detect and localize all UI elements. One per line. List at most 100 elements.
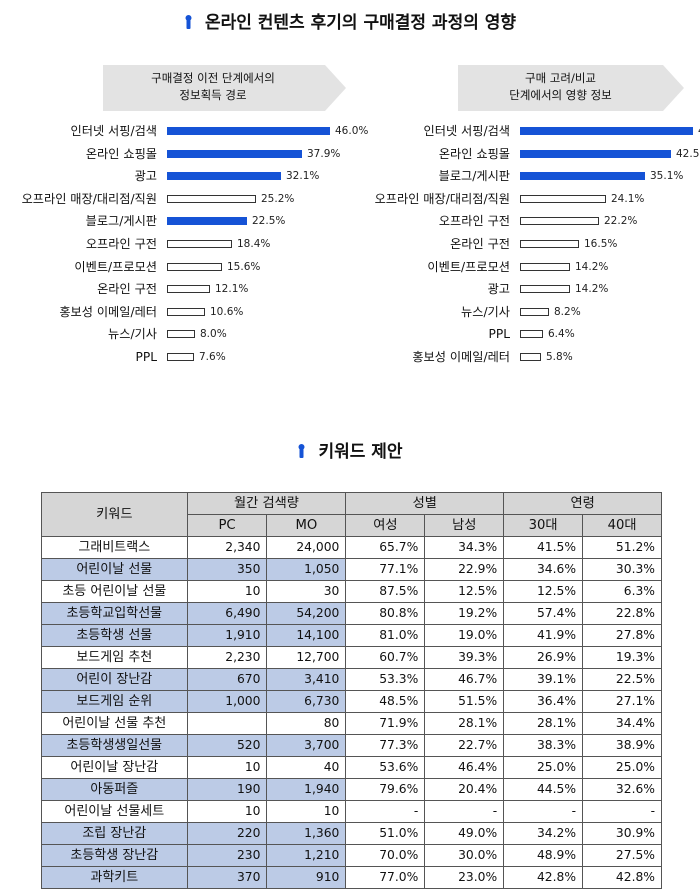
mo-cell: 10 bbox=[266, 800, 347, 823]
keyword-cell: 초등학교입학선물 bbox=[41, 602, 188, 625]
chart-row: 오프라인 구전 22.2% bbox=[353, 210, 683, 232]
mo-cell: 24,000 bbox=[266, 536, 347, 559]
right-heading-line2: 단계에서의 영향 정보 bbox=[509, 88, 612, 102]
pc-cell: 2,340 bbox=[186, 536, 268, 559]
bar bbox=[520, 307, 549, 316]
male-cell: 51.5% bbox=[424, 690, 505, 713]
section-title-text: 온라인 컨텐츠 후기의 구매결정 과정의 영향 bbox=[204, 13, 517, 33]
male-cell: - bbox=[424, 800, 505, 823]
right-panel-heading: 구매 고려/비교 단계에서의 영향 정보 bbox=[458, 65, 700, 111]
bar-value-label: 46.0% bbox=[335, 125, 369, 137]
bar bbox=[167, 172, 281, 181]
bar bbox=[520, 330, 543, 339]
bar-label: 블로그/게시판 bbox=[438, 169, 510, 184]
age30-cell: 26.9% bbox=[503, 646, 584, 669]
left-heading-line2: 정보획득 경로 bbox=[179, 88, 247, 102]
bar bbox=[167, 194, 256, 203]
bar bbox=[520, 262, 570, 271]
age40-cell: 6.3% bbox=[582, 580, 662, 603]
mo-cell: 3,700 bbox=[266, 734, 347, 757]
table-row: 그래비트랙스 2,340 24,000 65.7% 34.3% 41.5% 51.2% bbox=[41, 536, 662, 559]
bar-label: 광고 bbox=[487, 282, 510, 297]
keyword-cell: 어린이날 장난감 bbox=[41, 756, 188, 779]
age40-cell: 42.8% bbox=[582, 866, 662, 889]
pc-cell bbox=[186, 712, 268, 735]
age40-cell: 51.2% bbox=[582, 536, 662, 559]
bar-label: 온라인 쇼핑몰 bbox=[438, 146, 510, 161]
age30-cell: 39.1% bbox=[503, 668, 584, 691]
bar-value-label: 22.5% bbox=[252, 215, 286, 228]
age40-cell: 30.9% bbox=[582, 822, 662, 845]
table-row: 어린이날 선물세트 10 10- - - - bbox=[41, 800, 662, 823]
female-cell: 51.0% bbox=[345, 822, 426, 845]
mo-cell: 80 bbox=[266, 712, 347, 735]
table-row: 초등학생 선물 1,910 14,100 81.0% 19.0% 41.9% 27.8% bbox=[41, 624, 662, 647]
bar bbox=[520, 127, 693, 135]
bar-value-label: 42.5% bbox=[676, 147, 700, 160]
keyword-cell: 초등 어린이날 선물 bbox=[41, 580, 188, 603]
bar-value-label: 8.0% bbox=[200, 328, 227, 341]
chart-row: 광고 32.1% bbox=[0, 165, 330, 187]
table-row: 보드게임 추천 2,230 12,700 60.7% 39.3% 26.9% 19.3% bbox=[41, 646, 662, 669]
keyword-cell: 그래비트랙스 bbox=[41, 536, 188, 559]
chart-row: 온라인 쇼핑몰 37.9% bbox=[0, 143, 341, 165]
male-cell: 34.3% bbox=[424, 536, 505, 559]
header-30s: 30대 bbox=[503, 514, 584, 537]
keyword-cell: 어린이날 선물 bbox=[41, 558, 188, 581]
female-cell: 77.1% bbox=[345, 558, 426, 581]
female-cell: 81.0% bbox=[345, 624, 426, 647]
keyword-cell: 조립 장난감 bbox=[41, 822, 188, 845]
bar-label: PPL bbox=[488, 327, 511, 342]
chart-row: PPL 6.4% bbox=[353, 323, 683, 345]
pc-cell: 1,910 bbox=[186, 624, 268, 647]
chart-row: 온라인 쇼핑몰 42.5% bbox=[353, 143, 700, 165]
chart-row: 뉴스/기사 8.0% bbox=[0, 323, 330, 345]
header-pc: PC bbox=[186, 514, 268, 537]
age40-cell: 22.8% bbox=[582, 602, 662, 625]
male-cell: 46.7% bbox=[424, 668, 505, 691]
age40-cell: 34.4% bbox=[582, 712, 662, 735]
male-cell: 30.0% bbox=[424, 844, 505, 867]
table-row: 보드게임 순위 1,000 6,730 48.5% 51.5% 36.4% 27.1% bbox=[41, 690, 662, 713]
bar-label: 광고 bbox=[134, 169, 157, 184]
keyword-cell: 초등학생 장난감 bbox=[41, 844, 188, 867]
age30-cell: 41.9% bbox=[503, 624, 584, 647]
keyword-table: 키워드 월간 검색량 성별 연령 PC MO 여성 남성 30대 40대 그래비… bbox=[41, 492, 662, 889]
bar-label: 이벤트/프로모션 bbox=[74, 259, 157, 274]
mo-cell: 910 bbox=[266, 866, 347, 889]
pc-cell: 230 bbox=[186, 844, 268, 867]
bar bbox=[167, 353, 194, 361]
keyword-cell: 보드게임 순위 bbox=[41, 690, 188, 713]
bar bbox=[520, 285, 570, 294]
bar-label: 온라인 쇼핑몰 bbox=[85, 146, 157, 161]
age40-cell: 38.9% bbox=[582, 734, 662, 757]
mo-cell: 3,410 bbox=[266, 668, 347, 691]
table-row: 초등학교입학선물 6,490 54,200 80.8% 19.2% 57.4% 22.8% bbox=[41, 602, 662, 625]
bar bbox=[520, 172, 645, 181]
chart-row: 홍보성 이메일/레터 5.8% bbox=[353, 346, 683, 368]
chart-row: 블로그/게시판 35.1% bbox=[353, 165, 684, 187]
bar-value-label: 24.1% bbox=[611, 192, 645, 205]
mo-cell: 1,360 bbox=[266, 822, 347, 845]
keyword-cell: 보드게임 추천 bbox=[41, 646, 188, 669]
bar bbox=[520, 240, 579, 248]
bar bbox=[520, 217, 599, 226]
location-pin-icon bbox=[184, 15, 193, 29]
mo-cell: 6,730 bbox=[266, 690, 347, 713]
section-title-keyword: 키워드 제안 bbox=[0, 437, 700, 462]
table-row: 어린이날 선물 추천 80 71.9% 28.1% 28.1% 34.4% bbox=[41, 712, 662, 735]
left-panel-heading: 구매결정 이전 단계에서의 정보획득 경로 bbox=[103, 65, 348, 111]
age30-cell: 25.0% bbox=[503, 756, 584, 779]
chart-row: 블로그/게시판 22.5% bbox=[0, 210, 330, 232]
age40-cell: 19.3% bbox=[582, 646, 662, 669]
male-cell: 22.9% bbox=[424, 558, 505, 581]
table-row: 어린이날 장난감 10 40 53.6% 46.4% 25.0% 25.0% bbox=[41, 756, 662, 779]
table-row: 초등 어린이날 선물 10 30 87.5% 12.5% 12.5% 6.3% bbox=[41, 580, 662, 603]
chart-row: 온라인 구전 16.5% bbox=[353, 233, 683, 255]
bar-label: 블로그/게시판 bbox=[85, 214, 157, 229]
bar-value-label: 8.2% bbox=[554, 305, 581, 318]
bar-value-label: 15.6% bbox=[227, 260, 261, 273]
table-row: 과학키트 370 910 77.0% 23.0% 42.8% 42.8% bbox=[41, 866, 662, 889]
left-heading-line1: 구매결정 이전 단계에서의 bbox=[151, 71, 275, 85]
pc-cell: 370 bbox=[186, 866, 268, 889]
